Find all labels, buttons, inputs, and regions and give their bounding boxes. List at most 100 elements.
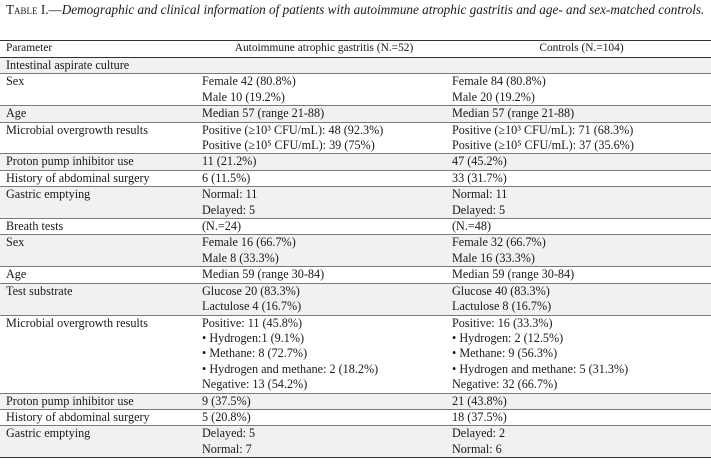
value-line: • Methane: 8 (72.7%) [202, 346, 308, 361]
aag-value-cell: Median 59 (range 30-84) [196, 266, 446, 284]
value-line: Normal: 11 [202, 187, 258, 202]
value-line: Normal: 7 [202, 441, 252, 456]
controls-value-cell: Delayed: 2 Normal: 6 [446, 425, 711, 459]
value-line: Positive (≥10⁵ CFU/mL): 39 (75%) [202, 138, 375, 153]
demographics-table: Parameter Autoimmune atrophic gastritis … [0, 40, 711, 459]
parameter-cell: Gastric emptying [0, 425, 196, 459]
value-line: Delayed: 5 [202, 202, 256, 217]
value-line: Female 42 (80.8%) [202, 74, 296, 89]
caption-label: Table I.— [6, 2, 62, 17]
parameter-cell: Proton pump inhibitor use [0, 393, 196, 410]
value-line: Male 10 (19.2%) [202, 89, 285, 104]
aag-value-cell: (N.=24) [196, 218, 446, 236]
value-line: 5 (20.8%) [202, 409, 251, 424]
table-row: Age Median 59 (range 30-84) Median 59 (ran… [0, 266, 711, 284]
table-header: Parameter Autoimmune atrophic gastritis … [0, 40, 711, 58]
value-line: Female 32 (66.7%) [452, 235, 546, 250]
value-line: Male 20 (19.2%) [452, 89, 535, 104]
aag-value-cell: 9 (37.5%) [196, 393, 446, 410]
value-line: Median 59 (range 30-84) [452, 267, 575, 282]
value-line: 11 (21.2%) [202, 154, 257, 169]
table-row: Test substrate Glucose 20 (83.3%) Lactulos… [0, 283, 711, 316]
value-line: Positive (≥10⁵ CFU/mL): 37 (35.6%) [452, 138, 634, 153]
value-line: • Hydrogen and methane: 5 (31.3%) [452, 361, 629, 376]
value-line: Positive: 11 (45.8%) [202, 315, 303, 330]
controls-value-cell: Median 57 (range 21-88) [446, 105, 711, 123]
value-line: Lactulose 8 (16.7%) [452, 299, 552, 314]
parameter-cell: Intestinal aspirate culture [0, 57, 196, 75]
value-line: Positive (≥10³ CFU/mL): 71 (68.3%) [452, 122, 634, 137]
caption-text: Demographic and clinical information of … [61, 2, 705, 17]
table-row: History of abdominal surgery 5 (20.8%) 18 … [0, 409, 711, 427]
parameter-cell: Sex [0, 73, 196, 107]
table-row: Age Median 57 (range 21-88) Median 57 (ran… [0, 105, 711, 123]
parameter-cell: Age [0, 266, 196, 284]
aag-value-cell: Female 42 (80.8%) Male 10 (19.2%) [196, 73, 446, 107]
aag-value-cell: Positive: 11 (45.8%) • Hydrogen:1 (9.1%) •… [196, 315, 446, 394]
header-controls: Controls (N.=104) [446, 40, 711, 58]
controls-value-cell: Glucose 40 (83.3%) Lactulose 8 (16.7%) [446, 283, 711, 316]
header-parameter: Parameter [0, 40, 196, 58]
controls-value-cell: Female 32 (66.7%) Male 16 (33.3%) [446, 234, 711, 268]
value-line: Delayed: 5 [202, 426, 256, 441]
aag-value-cell: Delayed: 5 Normal: 7 [196, 425, 446, 459]
value-line: Positive (≥10³ CFU/mL): 48 (92.3%) [202, 122, 384, 137]
value-line: Male 16 (33.3%) [452, 250, 535, 265]
controls-value-cell: 18 (37.5%) [446, 409, 711, 427]
value-line: • Methane: 9 (56.3%) [452, 346, 558, 361]
aag-value-cell: 6 (11.5%) [196, 170, 446, 188]
parameter-cell: Proton pump inhibitor use [0, 153, 196, 171]
value-line: Median 59 (range 30-84) [202, 267, 325, 282]
aag-value-cell: Positive (≥10³ CFU/mL): 48 (92.3%) Positi… [196, 122, 446, 155]
parameter-cell: Microbial overgrowth results [0, 122, 196, 155]
value-line: Glucose 20 (83.3%) [202, 283, 300, 298]
value-line: Negative: 32 (66.7%) [452, 377, 558, 392]
aag-value-cell: Female 16 (66.7%) Male 8 (33.3%) [196, 234, 446, 268]
value-line: Negative: 13 (54.2%) [202, 377, 308, 392]
value-line: Female 84 (80.8%) [452, 74, 546, 89]
value-line: Male 8 (33.3%) [202, 250, 279, 265]
controls-value-cell: 21 (43.8%) [446, 393, 711, 410]
controls-value-cell: Positive (≥10³ CFU/mL): 71 (68.3%) Positi… [446, 122, 711, 155]
value-line: Median 57 (range 21-88) [202, 106, 325, 121]
table-row: Proton pump inhibitor use 11 (21.2%) 47 (4… [0, 153, 711, 171]
value-line: 47 (45.2%) [452, 154, 507, 169]
value-line: • Hydrogen and methane: 2 (18.2%) [202, 361, 379, 376]
controls-value-cell: Median 59 (range 30-84) [446, 266, 711, 284]
value-line: (N.=48) [452, 219, 492, 234]
parameter-cell: Microbial overgrowth results [0, 315, 196, 394]
controls-value-cell: (N.=48) [446, 218, 711, 236]
table-caption: Table I.—Demographic and clinical inform… [6, 2, 706, 18]
controls-value-cell: Positive: 16 (33.3%) • Hydrogen: 2 (12.5%… [446, 315, 711, 394]
controls-value-cell: Normal: 11 Delayed: 5 [446, 186, 711, 220]
table-row: Microbial overgrowth results Positive: 11… [0, 315, 711, 394]
table-row: Breath tests (N.=24) (N.=48) [0, 218, 711, 236]
value-line: • Hydrogen:1 (9.1%) [202, 330, 305, 345]
value-line: Lactulose 4 (16.7%) [202, 299, 302, 314]
value-line: (N.=24) [202, 219, 242, 234]
value-line: 18 (37.5%) [452, 409, 507, 424]
parameter-cell: Breath tests [0, 218, 196, 236]
table-row: Gastric emptying Normal: 11 Delayed: 5 Norm… [0, 186, 711, 220]
aag-value-cell: 5 (20.8%) [196, 409, 446, 427]
value-line: Positive: 16 (33.3%) [452, 315, 553, 330]
aag-value-cell: 11 (21.2%) [196, 153, 446, 171]
value-line: 6 (11.5%) [202, 170, 251, 185]
parameter-cell: History of abdominal surgery [0, 409, 196, 427]
controls-value-cell: 47 (45.2%) [446, 153, 711, 171]
aag-value-cell: Glucose 20 (83.3%) Lactulose 4 (16.7%) [196, 283, 446, 316]
table-row: History of abdominal surgery 6 (11.5%) 33 … [0, 170, 711, 188]
value-line: Delayed: 5 [452, 202, 506, 217]
value-line: Normal: 11 [452, 187, 508, 202]
parameter-cell: Gastric emptying [0, 186, 196, 220]
table-row: Proton pump inhibitor use 9 (37.5%) 21 (43… [0, 393, 711, 410]
parameter-cell: History of abdominal surgery [0, 170, 196, 188]
controls-value-cell [446, 57, 711, 75]
table-row: Sex Female 16 (66.7%) Male 8 (33.3%) Female… [0, 234, 711, 268]
header-row: Parameter Autoimmune atrophic gastritis … [0, 40, 711, 58]
value-line: Median 57 (range 21-88) [452, 106, 575, 121]
value-line: Normal: 6 [452, 441, 502, 456]
value-line: • Hydrogen: 2 (12.5%) [452, 330, 564, 345]
aag-value-cell: Median 57 (range 21-88) [196, 105, 446, 123]
parameter-cell: Test substrate [0, 283, 196, 316]
